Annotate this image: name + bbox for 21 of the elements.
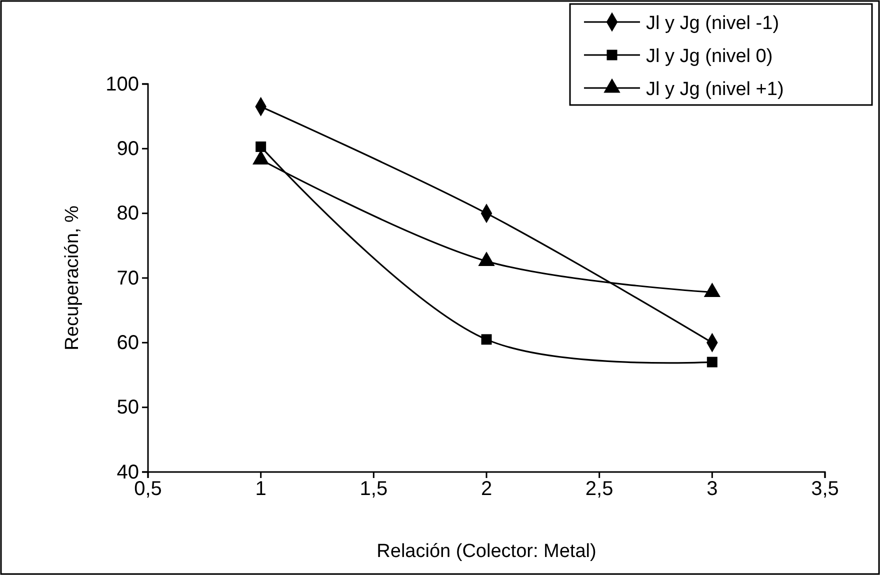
x-tick-label: 3,5 [811, 478, 839, 500]
x-tick-label: 0,5 [134, 478, 162, 500]
point [256, 141, 266, 152]
x-tick-label: 2,5 [585, 478, 614, 500]
y-tick-label: 100 [106, 73, 139, 96]
legend-label: Jl y Jg (nivel -1) [646, 13, 780, 34]
y-tick-label: 50 [116, 396, 139, 419]
x-tick-label: 3 [706, 478, 718, 500]
legend-label: Jl y Jg (nivel 0) [646, 46, 773, 67]
point [706, 356, 718, 368]
x-tick-label: 2 [480, 478, 492, 500]
legend-label: Jl y Jg (nivel +1) [646, 79, 784, 100]
y-tick-label: 60 [116, 332, 139, 354]
y-tick-label: 80 [116, 202, 139, 225]
y-tick-label: 70 [116, 267, 139, 290]
point [481, 334, 492, 345]
y-tick-label: 90 [116, 138, 139, 160]
x-axis-title: Relación (Colector: Metal) [376, 541, 596, 562]
x-tick-label: 1 [255, 478, 266, 500]
x-tick-label: 1,5 [360, 478, 388, 500]
y-axis-title: Recuperación, % [62, 206, 83, 350]
